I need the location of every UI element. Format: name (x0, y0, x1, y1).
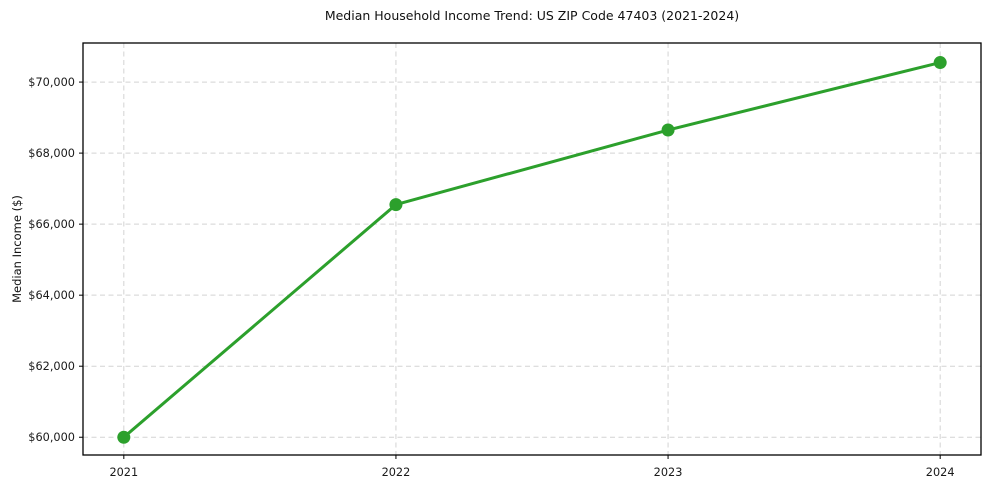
y-axis-title: Median Income ($) (10, 195, 24, 303)
y-tick-label: $60,000 (28, 431, 75, 444)
y-tick-label: $70,000 (28, 76, 75, 89)
data-point-2021 (117, 430, 131, 444)
chart-title: Median Household Income Trend: US ZIP Co… (324, 8, 740, 23)
y-tick-label: $64,000 (28, 289, 75, 302)
y-tick-label: $66,000 (28, 218, 75, 231)
data-point-2023 (661, 123, 675, 137)
trend-line (122, 61, 941, 439)
data-point-2022 (389, 198, 403, 212)
x-tick-label: 2022 (382, 466, 411, 479)
data-point-2024 (933, 56, 947, 70)
x-tick-label: 2023 (654, 466, 683, 479)
y-tick-label: $62,000 (28, 360, 75, 373)
x-tick-label: 2021 (109, 466, 138, 479)
x-tick-label: 2024 (926, 466, 955, 479)
plot-border (82, 42, 982, 456)
y-tick-label: $68,000 (28, 147, 75, 160)
